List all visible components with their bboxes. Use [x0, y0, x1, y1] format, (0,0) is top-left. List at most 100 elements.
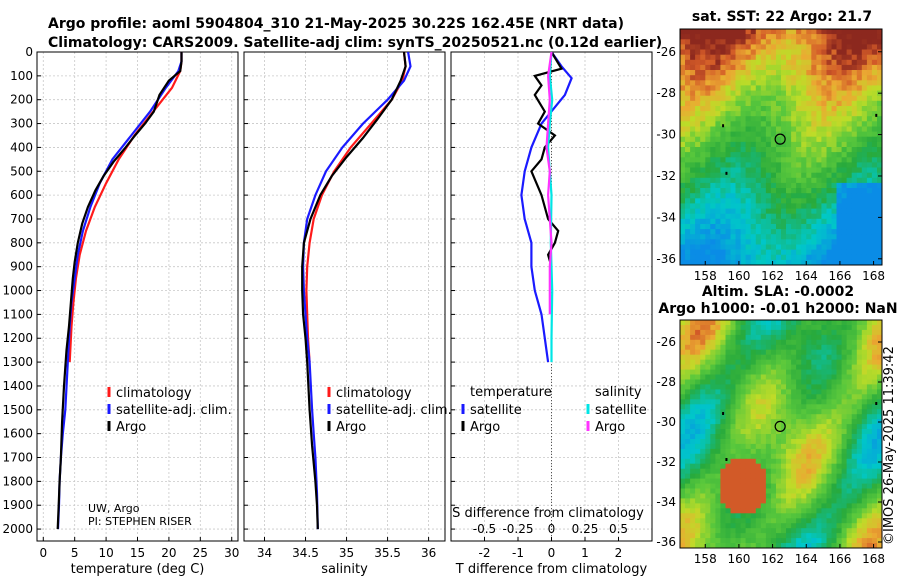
- map-cell: [685, 116, 691, 122]
- map-cell: [710, 334, 716, 341]
- map-cell: [680, 198, 686, 204]
- map-cell: [770, 136, 777, 143]
- map-cell: [781, 498, 787, 504]
- map-cell: [715, 354, 721, 361]
- map-cell: [720, 75, 726, 81]
- map-cell: [765, 167, 772, 174]
- x-tick-label: 10: [98, 546, 113, 560]
- map-cell: [856, 147, 863, 153]
- map-cell: [841, 478, 848, 485]
- map-cell: [846, 478, 853, 485]
- map-cell: [806, 463, 812, 470]
- map-cell: [765, 162, 772, 169]
- map-cell: [781, 503, 787, 509]
- map-cell: [791, 167, 797, 174]
- map-cell: [877, 224, 882, 230]
- map-cell: [826, 39, 833, 45]
- map-cell: [866, 320, 873, 326]
- map-cell: [695, 90, 701, 97]
- map-cell: [861, 44, 868, 51]
- map-cell: [745, 394, 752, 400]
- map-cell: [826, 518, 833, 524]
- map-cell: [765, 325, 772, 331]
- map-cell: [730, 538, 737, 544]
- map-cell: [725, 244, 732, 251]
- map-cell: [821, 448, 827, 455]
- map-cell: [831, 518, 838, 524]
- map-cell: [745, 54, 752, 61]
- map-cell: [690, 239, 696, 245]
- map-cell: [791, 188, 797, 194]
- map-cell: [770, 528, 777, 534]
- map-cell: [700, 468, 706, 475]
- map-cell: [776, 478, 782, 485]
- map-cell: [811, 244, 817, 251]
- map-cell: [816, 131, 822, 138]
- map-cell: [851, 468, 858, 475]
- map-cell: [877, 409, 882, 415]
- map-y-tick-label: -28: [656, 375, 676, 389]
- map-cell: [871, 224, 878, 230]
- map-cell: [851, 374, 858, 381]
- map-cell: [836, 203, 843, 210]
- map-cell: [715, 448, 721, 455]
- map-cell: [690, 508, 696, 514]
- map-cell: [826, 100, 833, 107]
- map-cell: [730, 424, 737, 430]
- map-cell: [791, 389, 797, 395]
- map-cell: [821, 488, 827, 495]
- map-cell: [695, 429, 701, 435]
- map-cell: [821, 483, 827, 490]
- map-cell: [680, 359, 686, 366]
- map-cell: [765, 59, 772, 66]
- map-cell: [765, 448, 772, 455]
- map-cell: [690, 234, 696, 240]
- map-cell: [685, 39, 691, 45]
- map-cell: [710, 478, 716, 485]
- map-cell: [781, 198, 787, 204]
- map-cell: [755, 198, 762, 204]
- map-cell: [821, 152, 827, 158]
- map-cell: [710, 493, 716, 500]
- map-cell: [705, 59, 711, 66]
- map-cell: [755, 483, 762, 490]
- map-cell: [877, 198, 882, 204]
- map-cell: [740, 498, 747, 504]
- map-cell: [695, 533, 701, 539]
- map-cell: [680, 162, 686, 169]
- map-cell: [877, 141, 882, 148]
- map-cell: [816, 498, 822, 504]
- map-cell: [801, 152, 807, 158]
- map-cell: [877, 493, 882, 500]
- map-cell: [866, 414, 873, 420]
- map-cell: [760, 320, 767, 326]
- map-cell: [680, 344, 686, 351]
- map-cell: [866, 518, 873, 524]
- map-cell: [861, 320, 868, 326]
- map-cell: [710, 59, 716, 66]
- map-cell: [821, 49, 827, 56]
- map-cell: [871, 434, 878, 440]
- map-cell: [856, 121, 863, 127]
- map-cell: [866, 325, 873, 331]
- map-cell: [755, 39, 762, 45]
- map-cell: [856, 90, 863, 97]
- map-cell: [690, 80, 696, 86]
- map-cell: [786, 399, 792, 405]
- map-cell: [735, 523, 742, 529]
- map-cell: [695, 85, 701, 92]
- map-cell: [851, 354, 858, 361]
- map-cell: [846, 434, 853, 440]
- map-cell: [796, 152, 802, 158]
- map-cell: [796, 229, 802, 235]
- map-cell: [720, 543, 726, 548]
- map-cell: [705, 95, 711, 102]
- map-cell: [755, 224, 762, 230]
- map-cell: [720, 384, 726, 390]
- map-cell: [776, 75, 782, 81]
- map-cell: [846, 29, 853, 35]
- map-cell: [755, 59, 762, 66]
- map-cell: [861, 538, 868, 544]
- map-cell: [690, 394, 696, 400]
- map-cell: [811, 463, 817, 470]
